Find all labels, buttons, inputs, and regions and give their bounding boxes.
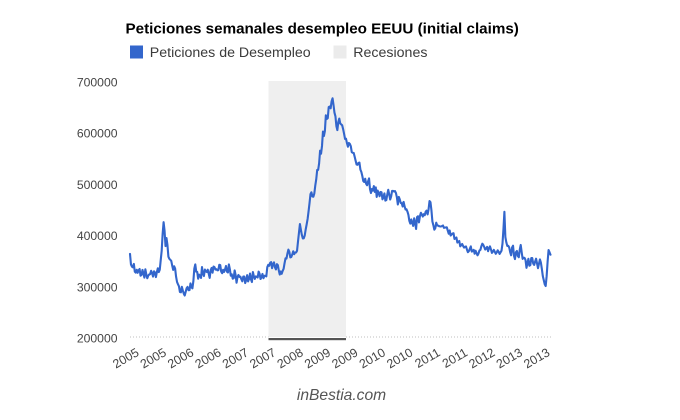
- svg-text:300000: 300000: [77, 280, 118, 294]
- svg-text:Peticiones semanales desempleo: Peticiones semanales desempleo EEUU (ini…: [126, 21, 519, 38]
- svg-text:500000: 500000: [77, 178, 118, 192]
- svg-text:200000: 200000: [77, 332, 118, 346]
- svg-text:Recesiones: Recesiones: [353, 45, 427, 61]
- svg-text:600000: 600000: [77, 127, 118, 141]
- svg-text:inBestia.com: inBestia.com: [297, 387, 386, 404]
- svg-text:400000: 400000: [77, 229, 118, 243]
- svg-text:Peticiones de Desempleo: Peticiones de Desempleo: [150, 45, 311, 61]
- svg-text:700000: 700000: [77, 76, 118, 90]
